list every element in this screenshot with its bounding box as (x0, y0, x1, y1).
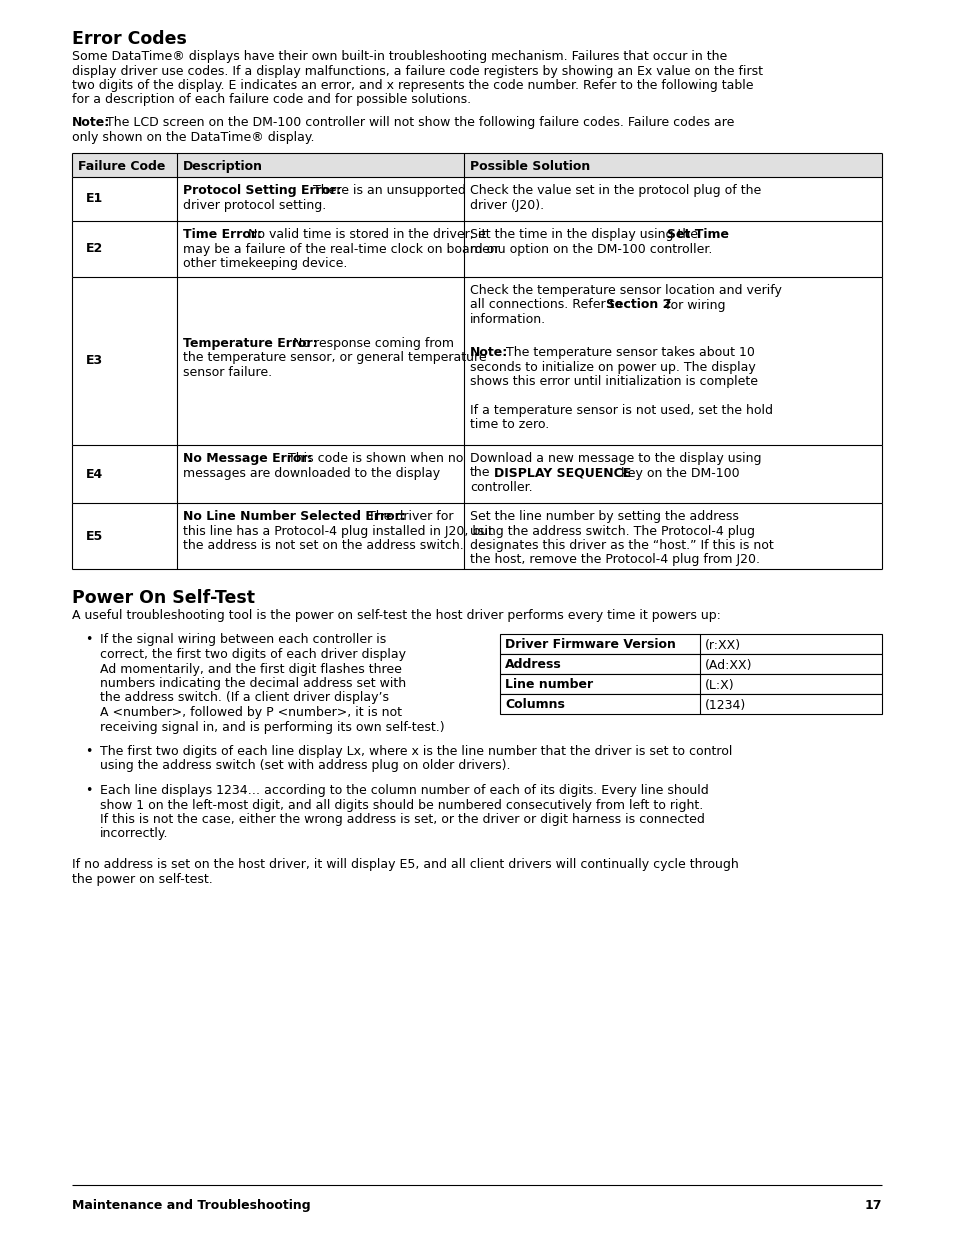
Text: Power On Self-Test: Power On Self-Test (71, 589, 254, 606)
Text: shows this error until initialization is complete: shows this error until initialization is… (470, 375, 758, 388)
Text: the: the (470, 467, 490, 479)
Text: Set the time in the display using the: Set the time in the display using the (470, 228, 698, 241)
Text: two digits of the display. E indicates an error, and x represents the code numbe: two digits of the display. E indicates a… (71, 79, 753, 91)
Text: If a temperature sensor is not used, set the hold: If a temperature sensor is not used, set… (470, 404, 772, 417)
Text: E4: E4 (86, 468, 103, 480)
Bar (499, 673, 882, 694)
Text: No Line Number Selected Error:: No Line Number Selected Error: (183, 510, 405, 522)
Text: for wiring: for wiring (665, 299, 724, 311)
Text: (1234): (1234) (704, 699, 745, 711)
Text: No response coming from: No response coming from (293, 337, 454, 350)
Text: seconds to initialize on power up. The display: seconds to initialize on power up. The d… (470, 361, 755, 373)
Text: If no address is set on the host driver, it will display E5, and all client driv: If no address is set on the host driver,… (71, 858, 738, 871)
Text: controller.: controller. (470, 480, 532, 494)
Text: the host, remove the Protocol-4 plug from J20.: the host, remove the Protocol-4 plug fro… (470, 553, 760, 567)
Text: messages are downloaded to the display: messages are downloaded to the display (183, 467, 439, 479)
Text: No Message Error:: No Message Error: (183, 452, 313, 466)
Text: E5: E5 (86, 530, 103, 542)
Text: E1: E1 (86, 193, 103, 205)
Text: No valid time is stored in the driver; it: No valid time is stored in the driver; i… (248, 228, 486, 241)
Text: If the signal wiring between each controller is: If the signal wiring between each contro… (100, 634, 386, 646)
Text: Maintenance and Troubleshooting: Maintenance and Troubleshooting (71, 1199, 311, 1212)
Bar (71, 221, 882, 277)
Text: (Ad:XX): (Ad:XX) (704, 658, 752, 672)
Text: •: • (85, 745, 92, 758)
Text: Possible Solution: Possible Solution (470, 161, 590, 173)
Text: only shown on the DataTime® display.: only shown on the DataTime® display. (71, 131, 314, 143)
Text: Note:: Note: (470, 346, 508, 359)
Text: Set the line number by setting the address: Set the line number by setting the addre… (470, 510, 739, 522)
Text: E3: E3 (86, 354, 103, 368)
Text: DISPLAY SEQUENCE: DISPLAY SEQUENCE (494, 467, 631, 479)
Text: numbers indicating the decimal address set with: numbers indicating the decimal address s… (100, 677, 406, 690)
Text: driver (J20).: driver (J20). (470, 199, 543, 211)
Text: If this is not the case, either the wrong address is set, or the driver or digit: If this is not the case, either the wron… (100, 813, 704, 826)
Text: A useful troubleshooting tool is the power on self-test the host driver performs: A useful troubleshooting tool is the pow… (71, 609, 720, 622)
Bar (71, 277, 882, 445)
Text: There is an unsupported: There is an unsupported (313, 184, 465, 198)
Text: Section 2: Section 2 (605, 299, 671, 311)
Text: the address switch. (If a client driver display’s: the address switch. (If a client driver … (100, 692, 389, 704)
Text: this line has a Protocol-4 plug installed in J20, but: this line has a Protocol-4 plug installe… (183, 525, 493, 537)
Text: Time Error:: Time Error: (183, 228, 262, 241)
Text: (r:XX): (r:XX) (704, 638, 740, 652)
Text: driver protocol setting.: driver protocol setting. (183, 199, 326, 211)
Text: show 1 on the left-most digit, and all digits should be numbered consecutively f: show 1 on the left-most digit, and all d… (100, 799, 702, 811)
Text: using the address switch. The Protocol-4 plug: using the address switch. The Protocol-4… (470, 525, 754, 537)
Text: sensor failure.: sensor failure. (183, 366, 272, 379)
Text: other timekeeping device.: other timekeeping device. (183, 257, 347, 270)
Text: may be a failure of the real-time clock on board or: may be a failure of the real-time clock … (183, 242, 498, 256)
Text: Set Time: Set Time (666, 228, 728, 241)
Text: Description: Description (183, 161, 263, 173)
Text: correct, the first two digits of each driver display: correct, the first two digits of each dr… (100, 648, 406, 661)
Bar (71, 153, 882, 177)
Bar (71, 503, 882, 569)
Text: the temperature sensor, or general temperature: the temperature sensor, or general tempe… (183, 352, 486, 364)
Text: Failure Code: Failure Code (78, 161, 165, 173)
Text: •: • (85, 784, 92, 797)
Text: display driver use codes. If a display malfunctions, a failure code registers by: display driver use codes. If a display m… (71, 64, 762, 78)
Text: Note:: Note: (71, 116, 111, 128)
Text: Download a new message to the display using: Download a new message to the display us… (470, 452, 760, 466)
Text: designates this driver as the “host.” If this is not: designates this driver as the “host.” If… (470, 538, 773, 552)
Text: using the address switch (set with address plug on older drivers).: using the address switch (set with addre… (100, 760, 510, 773)
Text: incorrectly.: incorrectly. (100, 827, 169, 841)
Text: The first two digits of each line display Lx, where x is the line number that th: The first two digits of each line displa… (100, 745, 732, 758)
Text: Temperature Error:: Temperature Error: (183, 337, 317, 350)
Text: The driver for: The driver for (368, 510, 453, 522)
Text: time to zero.: time to zero. (470, 419, 549, 431)
Text: Some DataTime® displays have their own built-in troubleshooting mechanism. Failu: Some DataTime® displays have their own b… (71, 49, 726, 63)
Text: Protocol Setting Error:: Protocol Setting Error: (183, 184, 341, 198)
Bar (71, 177, 882, 221)
Text: The temperature sensor takes about 10: The temperature sensor takes about 10 (505, 346, 754, 359)
Text: Address: Address (504, 658, 561, 672)
Text: for a description of each failure code and for possible solutions.: for a description of each failure code a… (71, 94, 471, 106)
Text: E2: E2 (86, 242, 103, 256)
Text: Ad momentarily, and the first digit flashes three: Ad momentarily, and the first digit flas… (100, 662, 401, 676)
Text: This code is shown when no: This code is shown when no (288, 452, 463, 466)
Text: Line number: Line number (504, 678, 593, 692)
Text: the address is not set on the address switch.: the address is not set on the address sw… (183, 538, 463, 552)
Text: Driver Firmware Version: Driver Firmware Version (504, 638, 675, 652)
Bar (499, 634, 882, 653)
Text: A <number>, followed by P <number>, it is not: A <number>, followed by P <number>, it i… (100, 706, 401, 719)
Bar (499, 694, 882, 714)
Text: information.: information. (470, 312, 545, 326)
Text: Each line displays 1234… according to the column number of each of its digits. E: Each line displays 1234… according to th… (100, 784, 708, 797)
Text: Columns: Columns (504, 699, 564, 711)
Text: the power on self-test.: the power on self-test. (71, 872, 213, 885)
Text: 17: 17 (863, 1199, 882, 1212)
Text: Error Codes: Error Codes (71, 30, 187, 48)
Text: receiving signal in, and is performing its own self-test.): receiving signal in, and is performing i… (100, 720, 444, 734)
Bar (499, 653, 882, 673)
Text: Check the value set in the protocol plug of the: Check the value set in the protocol plug… (470, 184, 760, 198)
Text: The LCD screen on the DM-100 controller will not show the following failure code: The LCD screen on the DM-100 controller … (106, 116, 734, 128)
Bar (71, 445, 882, 503)
Text: menu option on the DM-100 controller.: menu option on the DM-100 controller. (470, 242, 712, 256)
Text: (L:X): (L:X) (704, 678, 734, 692)
Text: •: • (85, 634, 92, 646)
Text: Check the temperature sensor location and verify: Check the temperature sensor location an… (470, 284, 781, 296)
Text: all connections. Refer to: all connections. Refer to (470, 299, 621, 311)
Text: key on the DM-100: key on the DM-100 (620, 467, 739, 479)
